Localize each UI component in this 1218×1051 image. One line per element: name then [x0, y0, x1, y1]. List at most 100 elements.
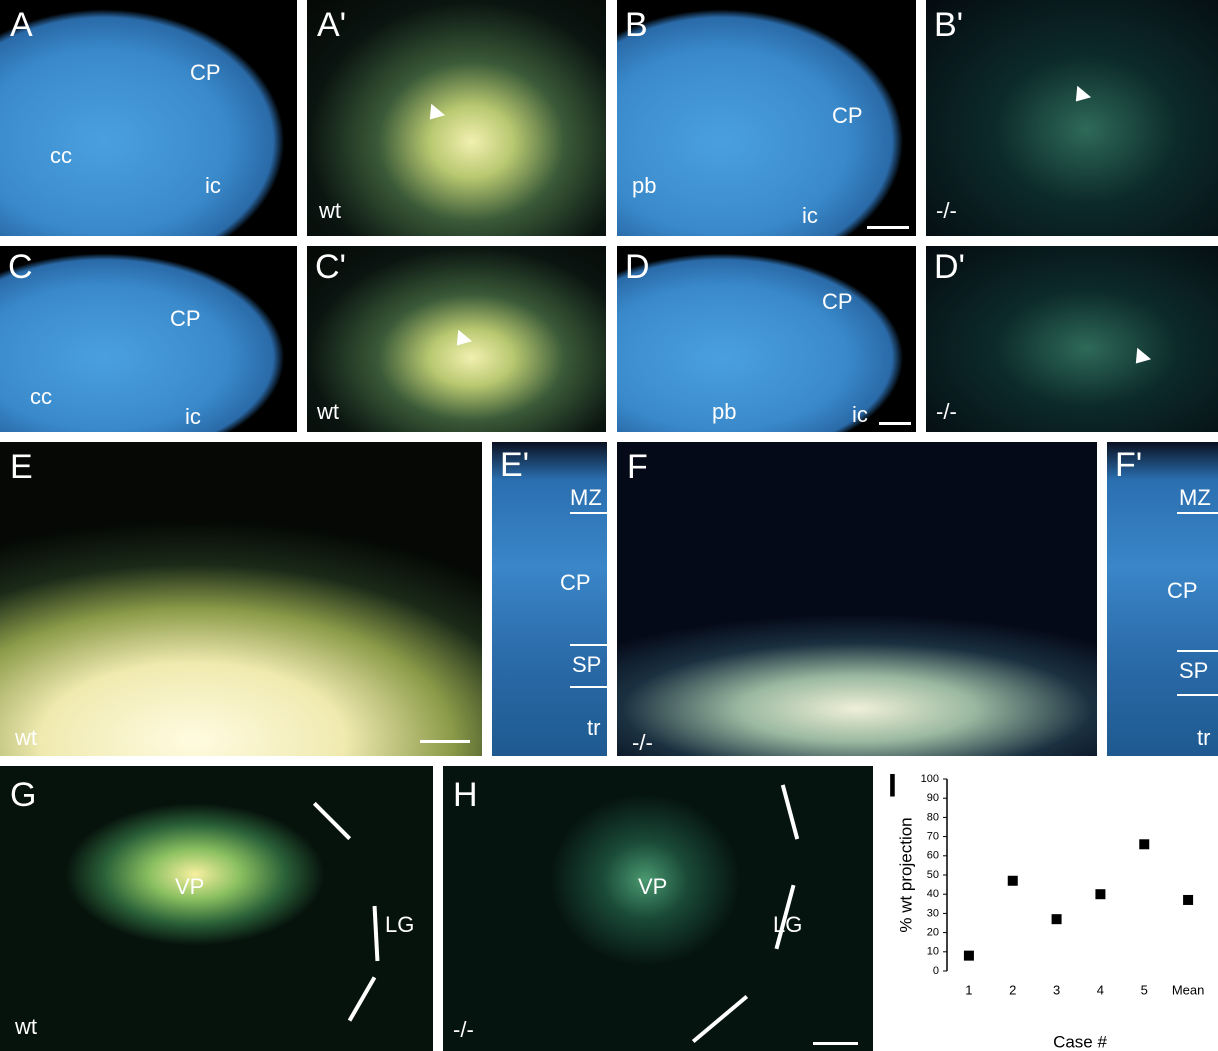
annotation: VP [638, 876, 667, 898]
scale-bar [813, 1042, 858, 1045]
arrowhead [450, 330, 472, 352]
annotation: wt [319, 200, 341, 222]
layer-line [1177, 512, 1218, 514]
panel: A' wt [307, 0, 606, 236]
annotation: CP [832, 105, 863, 127]
annotation: -/- [632, 732, 653, 754]
annotation: wt [317, 401, 339, 423]
annotation: SP [1179, 660, 1208, 682]
y-tick-label: 10 [927, 946, 939, 958]
x-tick-label: 1 [965, 982, 972, 997]
border-line [373, 906, 380, 961]
border-line [348, 976, 376, 1021]
panel-label: A [10, 8, 33, 42]
x-tick-label: 3 [1053, 982, 1060, 997]
annotation: CP [1167, 580, 1198, 602]
panel: D' -/- [926, 246, 1218, 432]
figure: A CP cc ic A' wt B CP pb ic B' -/- C CP … [0, 0, 1218, 1051]
y-tick-label: 80 [927, 811, 939, 823]
scale-bar [879, 422, 911, 425]
annotation: CP [822, 291, 853, 313]
chart: I Case # % wt projection 0 10 20 30 40 50 60 70… [880, 766, 1218, 1051]
panel-label: B [625, 8, 648, 42]
layer-line [1177, 650, 1218, 652]
annotation: tr [1197, 727, 1210, 749]
annotation: CP [170, 308, 201, 330]
y-tick-label: 20 [927, 927, 939, 939]
layer-line [1177, 694, 1218, 696]
point [1095, 889, 1105, 899]
panel-label: D [625, 250, 650, 284]
panel-label: F [627, 450, 648, 484]
border-line [781, 784, 799, 839]
arrowhead [1069, 86, 1091, 108]
annotation: LG [773, 914, 802, 936]
y-tick-label: 100 [921, 773, 939, 785]
panel: B CP pb ic [617, 0, 916, 236]
border-line [313, 802, 351, 840]
annotation: ic [802, 205, 818, 227]
annotation: wt [15, 727, 37, 749]
panel: E' MZ CP SP tr [492, 442, 607, 756]
y-tick-label: 0 [933, 965, 939, 977]
panel: E wt [0, 442, 482, 756]
panel: G VP LG wt [0, 766, 433, 1051]
scale-bar [867, 226, 909, 229]
layer-line [570, 644, 607, 646]
layer-line [570, 512, 607, 514]
y-tick-label: 30 [927, 907, 939, 919]
arrowhead [423, 104, 445, 126]
x-tick-label: 4 [1097, 982, 1104, 997]
annotation: ic [205, 175, 221, 197]
scale-bar [420, 740, 470, 743]
panel: C' wt [307, 246, 606, 432]
point [1139, 839, 1149, 849]
x-tick-label: Mean [1172, 982, 1205, 997]
annotation: pb [712, 401, 736, 423]
x-axis-label: Case # [1053, 1032, 1107, 1051]
panel: A CP cc ic [0, 0, 297, 236]
panel-label: F' [1115, 448, 1142, 482]
panel-label: I [888, 767, 897, 803]
panel: F' MZ CP SP tr [1107, 442, 1218, 756]
annotation: CP [560, 572, 591, 594]
annotation: -/- [936, 200, 957, 222]
panel-label: C' [315, 250, 346, 284]
panel-label: B' [934, 8, 963, 42]
panel: F -/- [617, 442, 1097, 756]
y-tick-label: 40 [927, 888, 939, 900]
panel-label: H [453, 778, 478, 812]
arrowhead [1129, 348, 1151, 370]
y-tick-label: 70 [927, 831, 939, 843]
annotation: ic [852, 404, 868, 426]
point [1183, 895, 1193, 905]
panel: D CP pb ic [617, 246, 916, 432]
y-axis-label: % wt projection [896, 817, 915, 932]
point [964, 951, 974, 961]
panel: B' -/- [926, 0, 1218, 236]
point [1008, 876, 1018, 886]
annotation: MZ [1179, 487, 1211, 509]
y-tick-label: 50 [927, 869, 939, 881]
annotation: VP [175, 876, 204, 898]
x-tick-label: 2 [1009, 982, 1016, 997]
border-line [692, 995, 748, 1043]
annotation: tr [587, 717, 600, 739]
annotation: pb [632, 175, 656, 197]
y-tick-label: 90 [927, 792, 939, 804]
panel-label: G [10, 778, 36, 812]
point [1052, 914, 1062, 924]
panel-label: E [10, 450, 33, 484]
annotation: cc [50, 145, 72, 167]
layer-line [570, 686, 607, 688]
panel-label: C [8, 250, 33, 284]
annotation: wt [15, 1016, 37, 1038]
annotation: LG [385, 914, 414, 936]
annotation: SP [572, 654, 601, 676]
y-tick-label: 60 [927, 850, 939, 862]
panel-label: D' [934, 250, 965, 284]
annotation: CP [190, 62, 221, 84]
panel: H VP LG -/- [443, 766, 873, 1051]
panel-label: E' [500, 448, 529, 482]
annotation: -/- [936, 401, 957, 423]
